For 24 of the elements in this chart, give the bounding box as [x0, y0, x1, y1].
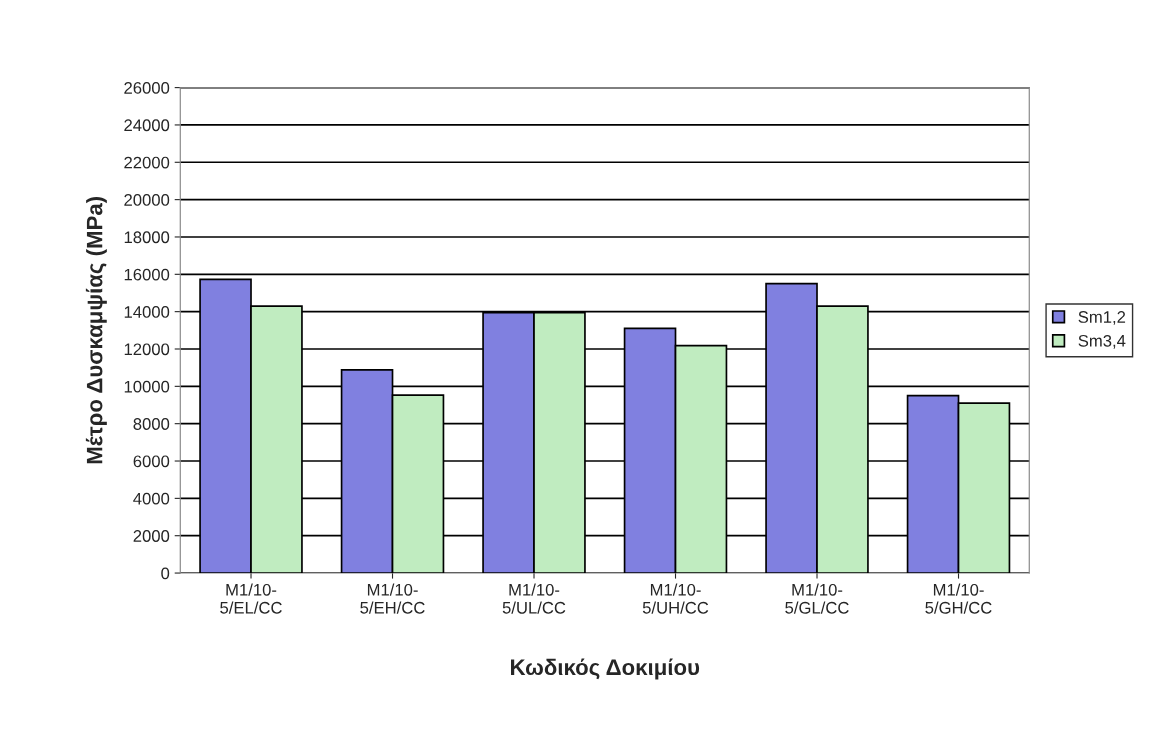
x-tick-label: M1/10- 5/GL/CC — [785, 583, 849, 614]
x-axis-title: Κωδικός Δοκιμίου — [511, 658, 700, 680]
x-tick-label: M1/10- 5/GH/CC — [925, 583, 992, 614]
y-tick-label: 12000 — [124, 343, 170, 356]
y-tick-label: 0 — [161, 567, 170, 580]
y-tick-label: 4000 — [133, 492, 170, 505]
legend-label: Sm1,2 — [1078, 311, 1126, 325]
x-tick-label: M1/10- 5/UH/CC — [642, 583, 709, 614]
y-tick-label: 26000 — [124, 82, 170, 94]
y-axis-title: Μέτρο Δυσκαμψίας (MPa) — [85, 196, 107, 464]
y-tick-label: 20000 — [124, 194, 170, 206]
x-tick-label: M1/10- 5/UL/CC — [502, 583, 566, 614]
y-tick-label: 6000 — [133, 455, 170, 468]
y-tick-label: 2000 — [133, 530, 170, 542]
legend-label: Sm3,4 — [1078, 334, 1126, 349]
y-tick-label: 22000 — [124, 156, 170, 169]
x-tick-label: M1/10- 5/EH/CC — [360, 583, 425, 614]
y-tick-label: 18000 — [124, 231, 170, 244]
y-tick-label: 24000 — [124, 119, 170, 132]
y-tick-label: 16000 — [124, 268, 170, 281]
y-tick-label: 8000 — [133, 418, 170, 430]
x-tick-label: M1/10- 5/EL/CC — [220, 583, 282, 614]
y-tick-label: 14000 — [124, 306, 170, 318]
y-tick-label: 10000 — [124, 380, 170, 393]
